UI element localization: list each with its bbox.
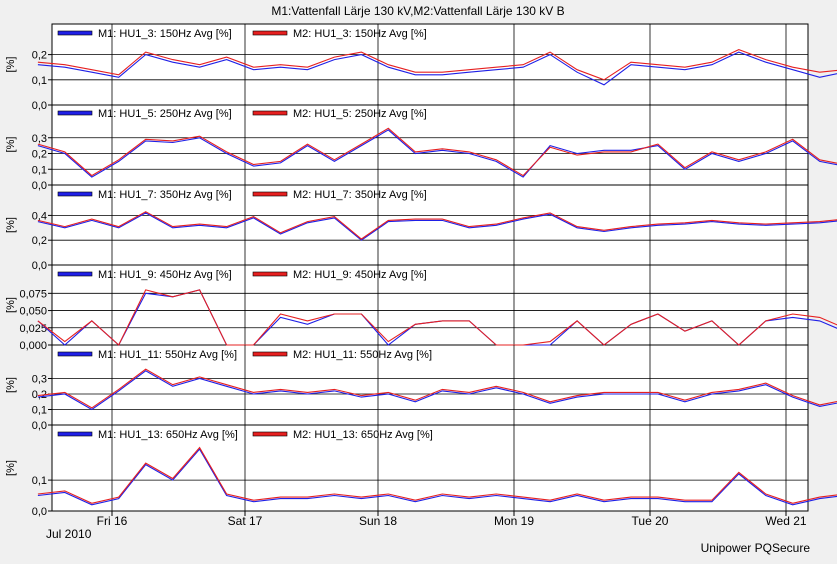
legend-swatch-m2 xyxy=(252,110,288,116)
panel-4: 0,000 0,025 0,050 0,075[%] M1: HU1_9: 450Hz … xyxy=(5,265,837,352)
series-line-m2 xyxy=(37,49,837,81)
legend-label-m2: M2: HU1_3: 150Hz Avg [%] xyxy=(293,28,427,40)
panel-3: 0,0 0,2 0,4 [%] M1: HU1_7: 350Hz Avg [%] M2: … xyxy=(5,185,837,272)
y-tick-label: 0,0 xyxy=(32,420,47,432)
y-tick-label: 0,2 xyxy=(32,149,47,161)
y-tick-label: 0,2 xyxy=(32,235,47,247)
y-tick-label: 0,0 xyxy=(32,506,47,518)
panel-5: 0,00,10,20,3[%]M1: HU1_11: 550Hz Avg [%]… xyxy=(5,345,837,432)
y-tick-label: 0,1 xyxy=(32,475,47,487)
legend-label-m1: M1: HU1_13: 650Hz Avg [%] xyxy=(98,429,238,441)
year-label: Jul 2010 xyxy=(46,527,92,541)
panel-6: 0,0 0,1 [%] M1: HU1_13: 650Hz Avg [%] M2: HU… xyxy=(5,425,837,518)
x-axis: Fri 16 Sat 17 Sun 18 Mon 19 Tue 20 Wed 21 xyxy=(97,511,807,528)
y-tick-label: 0,1 xyxy=(32,75,47,87)
x-tick-label: Wed 21 xyxy=(765,514,806,528)
legend-swatch-m1 xyxy=(57,271,93,277)
legend-swatch-m1 xyxy=(57,191,93,197)
series-line-m1 xyxy=(37,51,837,86)
y-tick-label: 0,025 xyxy=(19,323,47,335)
series-line-m1 xyxy=(37,129,837,178)
series-line-m1 xyxy=(37,370,837,411)
y-axis-label: [%] xyxy=(5,297,17,313)
legend-swatch-m1 xyxy=(57,431,93,437)
x-tick-label: Mon 19 xyxy=(494,514,534,528)
panels-group: 0,0 0,1 0,2 [%] M1: HU1_3: 150Hz Avg [%] M2: … xyxy=(5,24,837,518)
y-tick-label: 0,2 xyxy=(32,50,47,62)
legend-swatch-m2 xyxy=(252,191,288,197)
legend-label-m1: M1: HU1_11: 550Hz Avg [%] xyxy=(98,349,237,361)
series-line-m1 xyxy=(37,212,837,241)
y-tick-label: 0,0 xyxy=(32,260,47,272)
series-line-m1 xyxy=(37,448,837,506)
y-axis-label: [%] xyxy=(5,137,17,153)
legend-swatch-m2 xyxy=(252,30,288,36)
y-tick-label: 0,075 xyxy=(19,288,47,300)
x-tick-label: Sun 18 xyxy=(359,514,397,528)
y-tick-label: 0,3 xyxy=(32,133,47,145)
panel-1: 0,0 0,1 0,2 [%] M1: HU1_3: 150Hz Avg [%] M2: … xyxy=(5,24,837,112)
legend-label-m2: M2: HU1_13: 650Hz Avg [%] xyxy=(293,429,433,441)
x-tick-label: Tue 20 xyxy=(632,514,669,528)
footer-brand: Unipower PQSecure xyxy=(701,541,811,555)
y-axis-label: [%] xyxy=(5,460,17,476)
y-axis-label: [%] xyxy=(5,377,17,393)
legend-swatch-m1 xyxy=(57,351,93,357)
y-tick-label: 0,000 xyxy=(19,340,47,352)
y-tick-label: 0,0 xyxy=(32,180,47,192)
y-tick-label: 0,1 xyxy=(32,164,47,176)
series-line-m2 xyxy=(37,211,837,240)
panel-2: 0,0 0,1 0,2 0,3 [%] M1: HU1_5: 250Hz Avg [%] M… xyxy=(5,104,837,192)
legend-label-m2: M2: HU1_7: 350Hz Avg [%] xyxy=(293,189,427,201)
x-tick-label: Fri 16 xyxy=(97,514,128,528)
series-line-m2 xyxy=(37,368,837,409)
legend-label-m2: M2: HU1_9: 450Hz Avg [%] xyxy=(293,269,427,281)
series-line-m2 xyxy=(37,127,837,177)
legend-swatch-m2 xyxy=(252,351,288,357)
legend-label-m1: M1: HU1_7: 350Hz Avg [%] xyxy=(98,189,232,201)
series-line-m2 xyxy=(37,289,837,346)
legend-label-m1: M1: HU1_5: 250Hz Avg [%] xyxy=(98,108,232,120)
legend-swatch-m2 xyxy=(252,271,288,277)
y-tick-label: 0,3 xyxy=(32,374,47,386)
legend-swatch-m2 xyxy=(252,431,288,437)
legend-label-m2: M2: HU1_5: 250Hz Avg [%] xyxy=(293,108,427,120)
legend-label-m1: M1: HU1_3: 150Hz Avg [%] xyxy=(98,28,232,40)
y-tick-label: 0,050 xyxy=(19,306,47,318)
y-tick-label: 0,1 xyxy=(32,405,47,417)
y-tick-label: 0,0 xyxy=(32,100,47,112)
y-tick-label: 0,4 xyxy=(32,210,47,222)
legend-swatch-m1 xyxy=(57,110,93,116)
chart-title: M1:Vattenfall Lärje 130 kV,M2:Vattenfall… xyxy=(271,4,564,18)
x-tick-label: Sat 17 xyxy=(228,514,263,528)
legend-label-m2: M2: HU1_11: 550Hz Avg [%] xyxy=(293,349,432,361)
legend-swatch-m1 xyxy=(57,30,93,36)
y-axis-label: [%] xyxy=(5,217,17,233)
legend-label-m1: M1: HU1_9: 450Hz Avg [%] xyxy=(98,269,232,281)
y-axis-label: [%] xyxy=(5,57,17,73)
series-line-m2 xyxy=(37,446,837,504)
